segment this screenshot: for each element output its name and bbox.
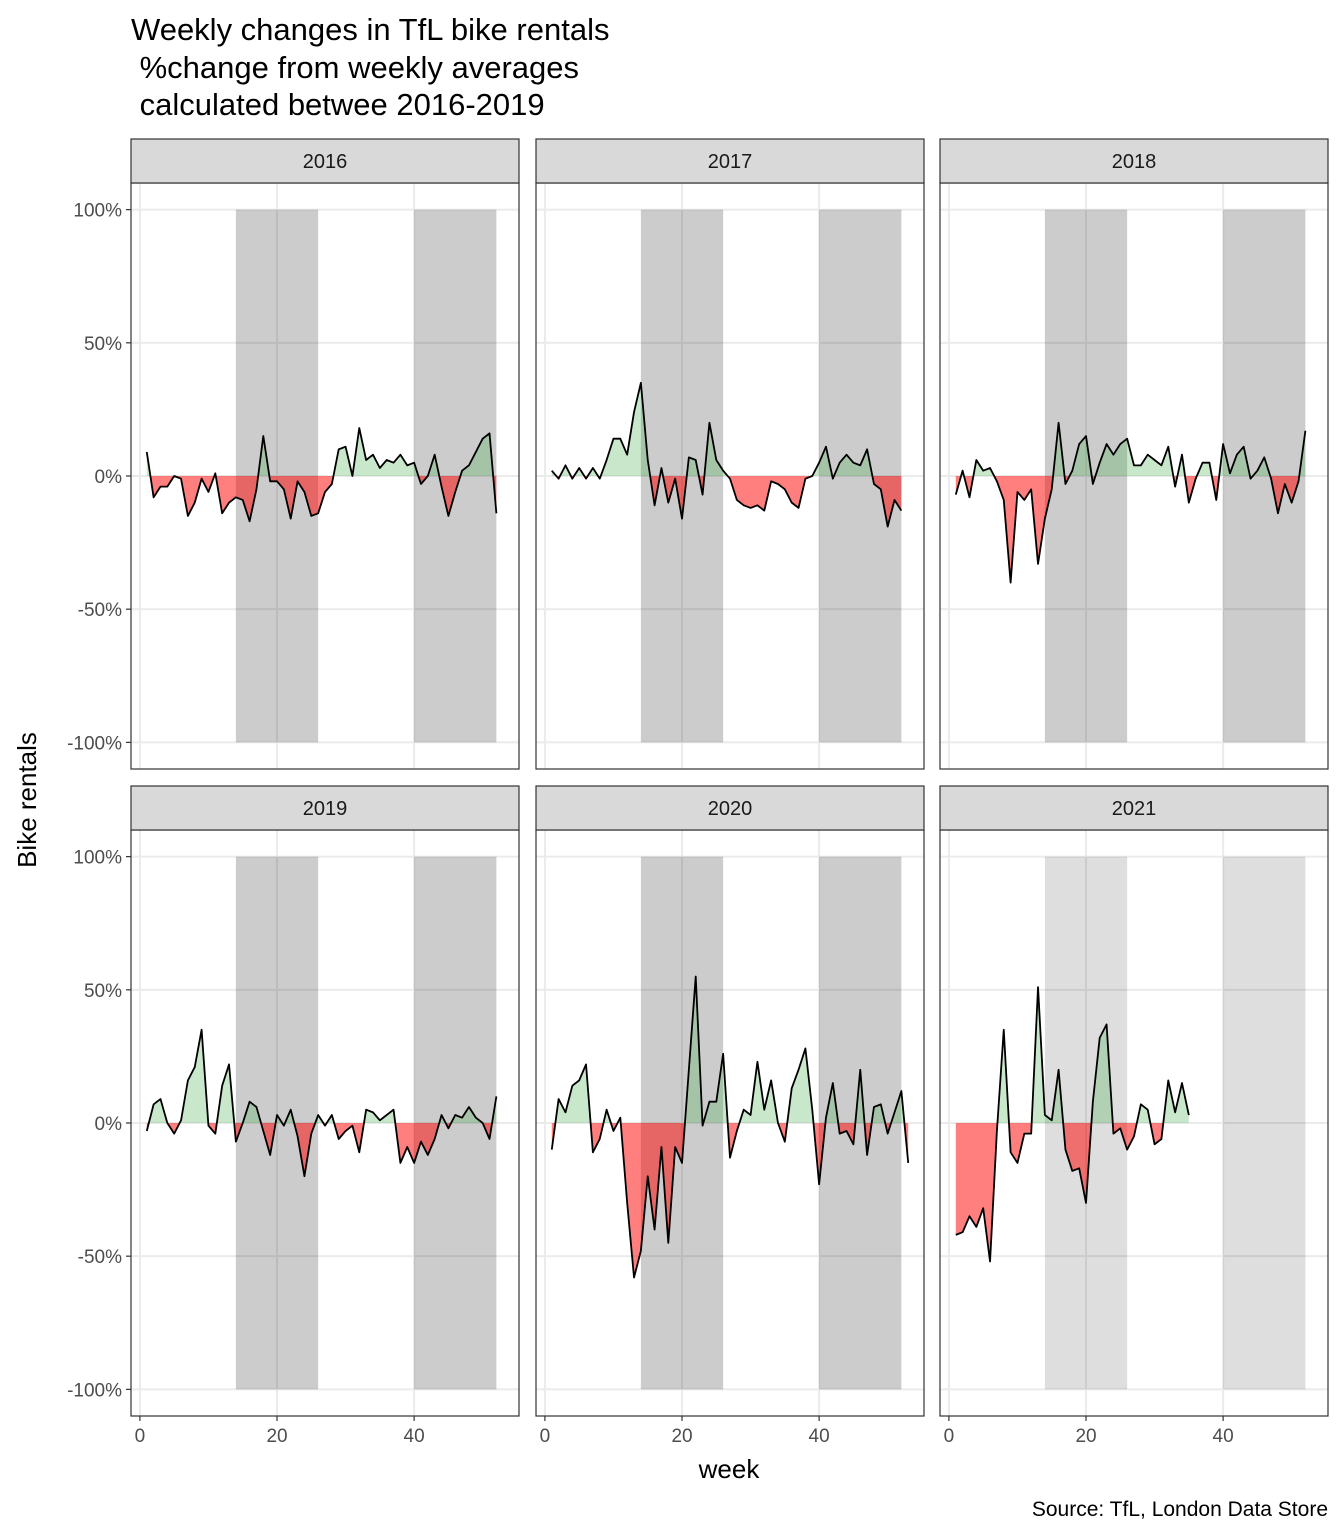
line (145, 427, 498, 523)
plot-area (940, 830, 1328, 1416)
x-tick-label: 40 (1213, 1426, 1234, 1447)
line (145, 1028, 498, 1178)
x-tick-label: 20 (671, 1426, 692, 1447)
x-tick-label: 0 (135, 1426, 146, 1447)
line (955, 986, 1190, 1263)
strip (130, 785, 520, 831)
y-tick-label: -50% (78, 1247, 122, 1268)
y-tick-label: -100% (67, 733, 122, 754)
y-tick-label: -100% (67, 1380, 122, 1401)
negative-area (146, 1123, 497, 1177)
x-tick-label: 20 (1075, 1426, 1096, 1447)
strip-label: 2020 (708, 798, 753, 820)
panel: 2017 (535, 138, 925, 770)
line (550, 975, 910, 1279)
positive-area (551, 382, 902, 476)
negative-area (551, 1123, 909, 1278)
y-tick-label: 100% (73, 848, 122, 869)
shaded-period (1223, 856, 1306, 1390)
x-axis-label: week (698, 1454, 761, 1484)
negative-area (146, 476, 497, 522)
negative-area (955, 476, 1306, 583)
plot-area (536, 830, 924, 1416)
plot-area (131, 183, 519, 769)
strip-label: 2018 (1112, 151, 1157, 173)
strip-label: 2016 (303, 151, 348, 173)
plot-area (536, 183, 924, 769)
x-tick-label: 0 (944, 1426, 955, 1447)
panel: 2018 (939, 138, 1329, 770)
line (954, 421, 1307, 584)
panel: 2021 0 20 40 (939, 785, 1329, 1447)
caption: Source: TfL, London Data Store (1032, 1498, 1328, 1521)
y-tick-label: -50% (78, 600, 122, 621)
title-line: %change from weekly averages (131, 50, 579, 85)
y-tick-label: 0% (95, 1114, 123, 1135)
strip (535, 138, 925, 184)
strip (939, 138, 1329, 184)
x-tick-label: 0 (540, 1426, 551, 1447)
strip-label: 2019 (303, 798, 348, 820)
strip (535, 785, 925, 831)
positive-area (551, 976, 909, 1123)
panel: 2020 0 20 40 (535, 785, 925, 1447)
y-tick-label: 0% (95, 467, 123, 488)
y-tick-label: 100% (73, 201, 122, 222)
line (551, 381, 903, 528)
x-tick-label: 20 (266, 1426, 287, 1447)
strip (939, 785, 1329, 831)
strip (130, 138, 520, 184)
strip-label: 2021 (1112, 798, 1157, 820)
plot-area (131, 830, 519, 1416)
strip-label: 2017 (708, 151, 753, 173)
title-line: Weekly changes in TfL bike rentals (131, 12, 609, 47)
title-line: calculated betwee 2016-2019 (131, 87, 545, 122)
panel: 2016 -100% -50% 0% 50% 100% (67, 138, 520, 770)
panel: 2019 -100% -50% 0% 50% 100% 0 20 40 (67, 785, 520, 1447)
y-tick-label: 50% (84, 334, 122, 355)
y-axis-label: Bike rentals (12, 732, 42, 868)
x-tick-label: 40 (809, 1426, 830, 1447)
y-tick-label: 50% (84, 981, 122, 1002)
plot-area (940, 183, 1328, 769)
x-tick-label: 40 (404, 1426, 425, 1447)
